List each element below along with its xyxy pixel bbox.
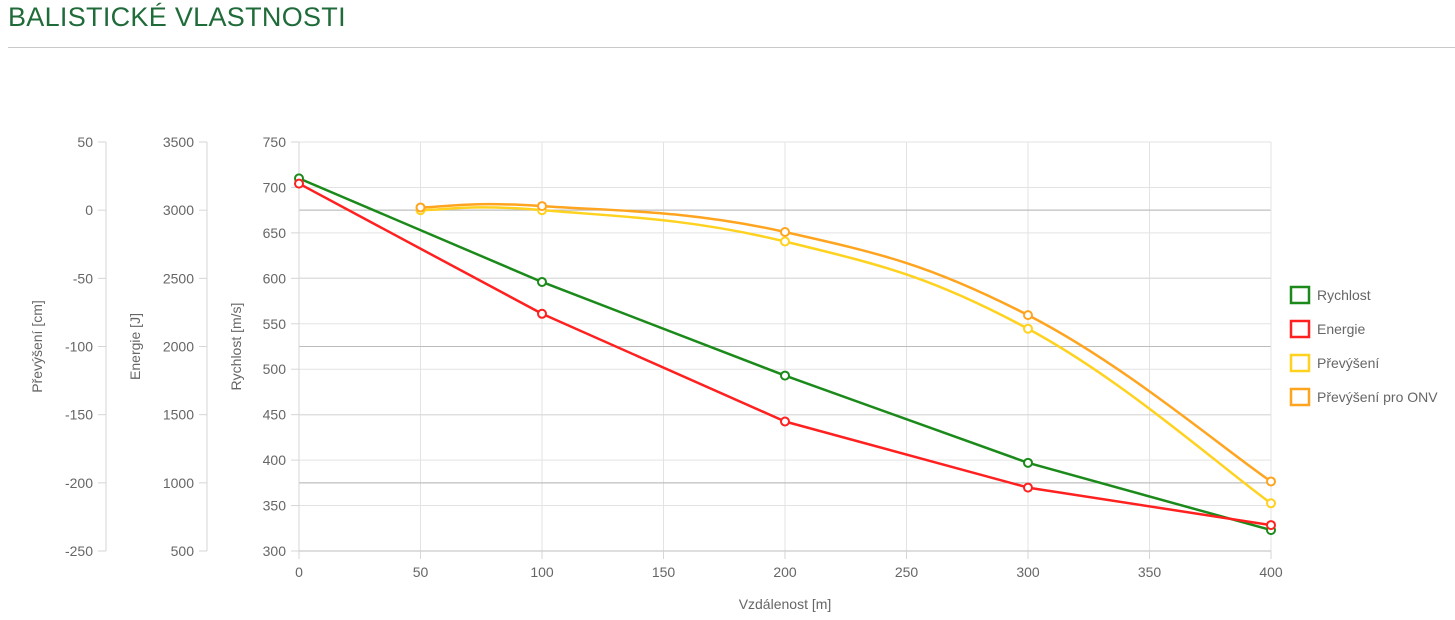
legend-label: Energie [1317, 321, 1365, 337]
y-tick-label: 400 [263, 452, 287, 468]
y-tick-label: -50 [73, 270, 93, 286]
legend-label: Rychlost [1317, 287, 1371, 303]
data-point-energie [780, 416, 790, 427]
series-line-p-ev-en- [420, 206, 1272, 505]
legend-swatch [1289, 353, 1311, 373]
y-tick-label: -200 [65, 475, 93, 491]
data-point-energie [1023, 482, 1033, 493]
x-axis-title: Vzdálenost [m] [739, 596, 832, 612]
data-point-rychlost [1023, 457, 1033, 468]
y-tick-label: 650 [263, 225, 287, 241]
data-point-p-ev-en- [780, 236, 790, 247]
data-point-energie [1266, 520, 1276, 531]
data-point-p-ev-en-pro-onv [537, 201, 547, 212]
legend-swatch [1289, 285, 1311, 305]
data-point-p-ev-en-pro-onv [1266, 476, 1276, 487]
y-tick-label: 1000 [163, 475, 194, 491]
y-tick-label: 300 [263, 543, 287, 559]
y-tick-label: 750 [263, 134, 287, 150]
legend-swatch [1289, 387, 1311, 407]
x-tick-label: 0 [295, 564, 303, 580]
legend-label: Převýšení [1317, 355, 1379, 371]
data-point-rychlost [537, 276, 547, 287]
data-point-p-ev-en- [1023, 323, 1033, 334]
y-tick-label: 700 [263, 179, 287, 195]
y-tick-label: 450 [263, 407, 287, 423]
y-tick-label: 500 [171, 543, 195, 559]
y-tick-label: 0 [85, 202, 93, 218]
x-tick-label: 350 [1138, 564, 1162, 580]
data-point-rychlost [780, 370, 790, 381]
series-line-p-ev-en-pro-onv [420, 202, 1272, 483]
page-title: BALISTICKÉ VLASTNOSTI [8, 2, 346, 32]
legend-swatch [1289, 319, 1311, 339]
y-tick-label: 3000 [163, 202, 194, 218]
x-tick-label: 150 [652, 564, 676, 580]
x-tick-label: 200 [773, 564, 797, 580]
legend-label: Převýšení pro ONV [1317, 389, 1438, 405]
y-axis-title-prevyseni: Převýšení [cm] [29, 300, 45, 393]
data-point-p-ev-en-pro-onv [1023, 310, 1033, 321]
y-tick-label: -100 [65, 339, 93, 355]
title-divider [8, 47, 1455, 48]
y-axis-title-energie: Energie [J] [127, 313, 143, 380]
y-axis-title-rychlost: Rychlost [m/s] [228, 303, 244, 391]
y-tick-label: 3500 [163, 134, 194, 150]
data-point-energie [537, 308, 547, 319]
y-tick-label: 350 [263, 498, 287, 514]
y-tick-label: 50 [77, 134, 93, 150]
data-point-energie [294, 178, 304, 189]
y-tick-label: 500 [263, 361, 287, 377]
data-point-p-ev-en- [1266, 498, 1276, 509]
data-point-p-ev-en-pro-onv [780, 226, 790, 237]
x-tick-label: 400 [1259, 564, 1283, 580]
y-tick-label: -150 [65, 407, 93, 423]
y-tick-label: 550 [263, 316, 287, 332]
y-tick-label: 600 [263, 270, 287, 286]
x-tick-label: 100 [530, 564, 554, 580]
y-tick-label: -250 [65, 543, 93, 559]
y-tick-label: 2500 [163, 270, 194, 286]
x-tick-label: 50 [413, 564, 429, 580]
data-point-p-ev-en-pro-onv [415, 202, 426, 213]
y-tick-label: 1500 [163, 407, 194, 423]
x-tick-label: 300 [1016, 564, 1040, 580]
x-tick-label: 250 [895, 564, 919, 580]
y-tick-label: 2000 [163, 339, 194, 355]
